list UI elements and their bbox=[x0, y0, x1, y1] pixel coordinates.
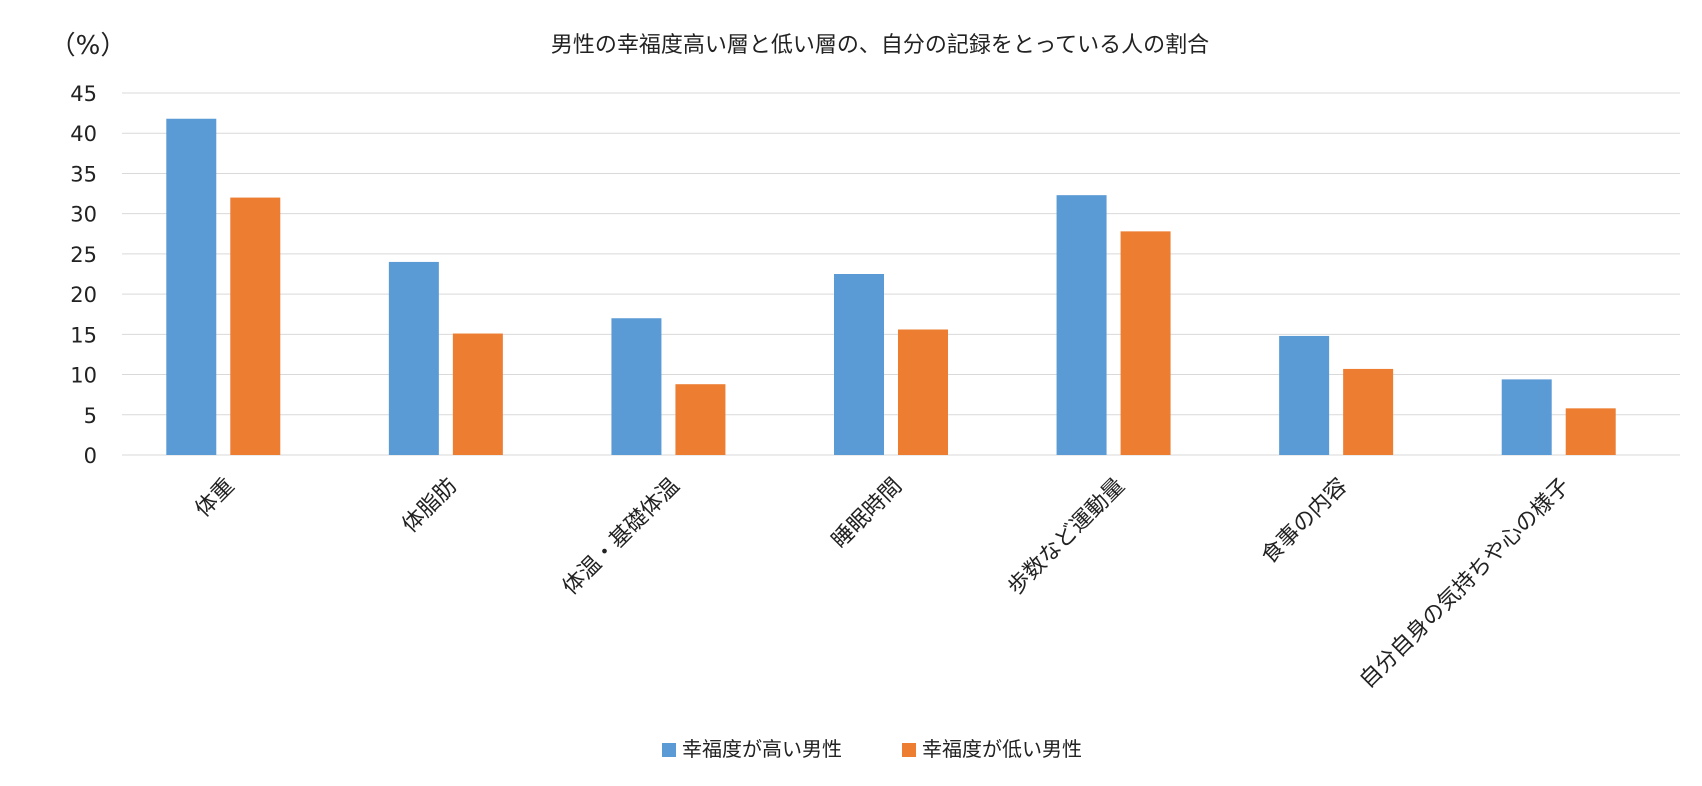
y-tick-label: 45 bbox=[70, 82, 97, 106]
x-category-label: 食事の内容 bbox=[1257, 474, 1352, 569]
legend-swatch bbox=[662, 743, 676, 757]
bar-low-1 bbox=[452, 333, 503, 455]
y-axis-unit-label: （%） bbox=[50, 31, 127, 61]
bar-high-2 bbox=[611, 318, 662, 455]
bar-low-2 bbox=[675, 384, 726, 455]
y-tick-label: 15 bbox=[70, 323, 97, 347]
bar-high-3 bbox=[834, 274, 884, 455]
x-category-label: 体脂肪 bbox=[398, 474, 462, 538]
bar-high-4 bbox=[1056, 195, 1107, 456]
y-tick-label: 5 bbox=[84, 404, 97, 428]
bar-high-5 bbox=[1279, 335, 1330, 455]
legend-swatch bbox=[902, 743, 916, 757]
legend: 幸福度が高い男性 幸福度が低い男性 bbox=[662, 737, 1082, 761]
bar-high-6 bbox=[1501, 379, 1552, 455]
legend-label: 幸福度が低い男性 bbox=[922, 737, 1082, 761]
chart-title: 男性の幸福度高い層と低い層の、自分の記録をとっている人の割合 bbox=[551, 33, 1209, 58]
bar-low-3 bbox=[898, 329, 948, 455]
bar-low-0 bbox=[230, 197, 281, 456]
y-tick-label: 30 bbox=[70, 203, 97, 227]
x-category-label: 体重 bbox=[191, 474, 240, 523]
bar-high-1 bbox=[388, 261, 439, 455]
y-tick-label: 40 bbox=[70, 122, 97, 146]
x-category-label: 睡眠時間 bbox=[827, 474, 907, 554]
y-tick-label: 20 bbox=[70, 283, 97, 307]
y-axis-ticks: 0 5 10 15 20 25 30 35 40 45 bbox=[70, 82, 97, 468]
y-tick-label: 10 bbox=[70, 364, 97, 388]
y-tick-label: 0 bbox=[84, 444, 97, 468]
bar-low-4 bbox=[1120, 231, 1171, 455]
x-axis-labels: 体重 体脂肪 体温・基礎体温 睡眠時間 歩数など運動量 食事の内容 自分自身の気持ちや心の様… bbox=[191, 474, 1575, 694]
x-category-label: 体温・基礎体温 bbox=[558, 474, 685, 601]
gridlines bbox=[122, 92, 1680, 456]
x-category-label: 自分自身の気持ちや心の様子 bbox=[1355, 474, 1575, 694]
bars bbox=[166, 118, 1616, 456]
y-tick-label: 25 bbox=[70, 243, 97, 267]
bar-low-5 bbox=[1343, 368, 1394, 455]
bar-low-6 bbox=[1565, 408, 1616, 455]
bar-high-0 bbox=[166, 118, 217, 456]
y-tick-label: 35 bbox=[70, 162, 97, 186]
legend-label: 幸福度が高い男性 bbox=[682, 737, 842, 761]
x-category-label: 歩数など運動量 bbox=[1003, 474, 1130, 601]
